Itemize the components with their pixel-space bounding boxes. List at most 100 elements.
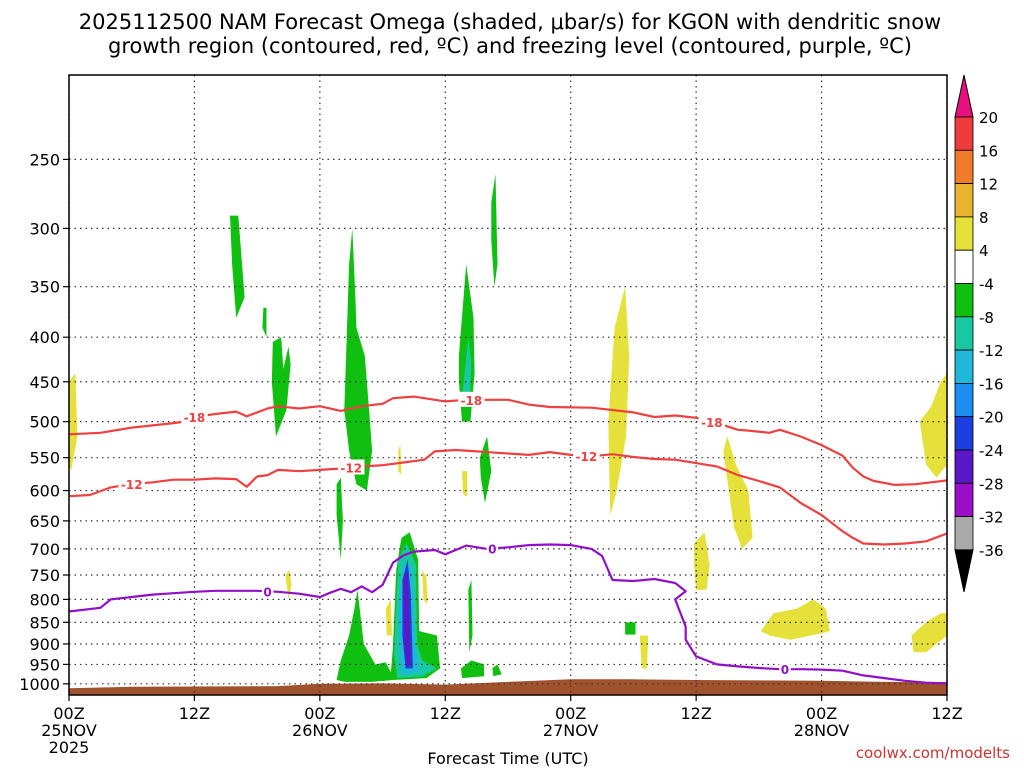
omega-area-19 <box>285 569 292 600</box>
omega-area-28 <box>760 599 830 640</box>
terrain-fill <box>69 679 947 695</box>
contour-label-1-1: -12 <box>340 462 362 476</box>
x-tick-label-0: 00Z <box>53 704 84 723</box>
colorbar-top-arrow <box>954 74 974 118</box>
chart-title-line1: 2025112500 NAM Forecast Omega (shaded, μ… <box>79 10 941 34</box>
x-tick-label-12: 12Z <box>179 704 210 723</box>
x-tick-label-84: 12Z <box>931 704 962 723</box>
colorbar-label-1: 16 <box>979 142 998 160</box>
x-tick-date-48: 27NOV <box>543 721 599 740</box>
contour-line-1 <box>68 448 948 546</box>
colorbar: 20 16 12 8 4 -4 -8 -12 -16 -20 -24 -28 -32 -36 <box>954 74 1004 593</box>
contour-lines: -18 -18 -18 -12 -12 -12 0 0 0 <box>68 391 948 685</box>
omega-area-25 <box>694 532 710 590</box>
contour-label-bg-1-2 <box>573 447 600 463</box>
colorbar-swatch-5 <box>954 283 974 318</box>
contour-label-0-1: -18 <box>461 394 483 408</box>
omega-area-20 <box>385 599 392 636</box>
chart-title-line2: growth region (contoured, red, ºC) and f… <box>108 34 912 58</box>
omega-area-16 <box>403 569 411 667</box>
omega-area-21 <box>422 569 428 605</box>
colorbar-swatch-3 <box>954 216 974 251</box>
colorbar-swatch-8 <box>954 382 974 418</box>
contour-label-0-2: -18 <box>701 416 723 430</box>
omega-area-29 <box>911 613 947 653</box>
colorbar-label-7: -12 <box>979 342 1004 360</box>
y-tick-label-700: 700 <box>29 540 60 559</box>
colorbar-swatch-0 <box>954 116 974 151</box>
grid-lines <box>68 75 948 695</box>
omega-area-10 <box>492 664 502 677</box>
omega-area-24 <box>608 286 630 515</box>
colorbar-label-11: -28 <box>979 475 1004 493</box>
contour-label-1-2: -12 <box>576 450 598 464</box>
x-tick-date-0: 25NOV <box>41 721 97 740</box>
contour-label-0-0: -18 <box>184 411 206 425</box>
y-tick-label-250: 250 <box>29 150 60 169</box>
y-tick-label-550: 550 <box>29 449 60 468</box>
omega-area-18 <box>69 373 78 472</box>
terrain-area <box>69 679 947 695</box>
colorbar-swatch-12 <box>954 516 974 551</box>
y-tick-label-800: 800 <box>29 590 60 609</box>
x-tick-date-24: 26NOV <box>292 721 348 740</box>
colorbar-label-13: -36 <box>979 542 1004 560</box>
colorbar-label-10: -24 <box>979 442 1004 460</box>
omega-area-30 <box>919 373 947 478</box>
omega-area-4 <box>343 228 373 491</box>
contour-label-bg-0-0 <box>181 409 208 425</box>
omega-area-22 <box>398 443 402 475</box>
omega-area-8 <box>461 660 484 679</box>
x-tick-label-60: 12Z <box>680 704 711 723</box>
y-tick-label-950: 950 <box>29 655 60 674</box>
omega-area-0 <box>230 215 245 318</box>
omega-area-27 <box>639 635 649 669</box>
omega-shading <box>69 174 947 682</box>
omega-area-17 <box>462 337 472 407</box>
colorbar-label-2: 12 <box>979 176 998 194</box>
x-tick-year-0: 2025 <box>49 738 90 757</box>
omega-area-23 <box>462 471 468 497</box>
y-tick-label-600: 600 <box>29 482 60 501</box>
y-tick-label-650: 650 <box>29 512 60 531</box>
x-tick-label-24: 00Z <box>304 704 335 723</box>
colorbar-label-4: 4 <box>979 242 989 260</box>
colorbar-swatch-2 <box>954 183 974 218</box>
y-tick-label-300: 300 <box>29 219 60 238</box>
x-tick-label-36: 12Z <box>430 704 461 723</box>
contour-label-bg-2-1 <box>486 540 499 556</box>
y-tick-label-900: 900 <box>29 635 60 654</box>
x-tick-date-72: 28NOV <box>794 721 850 740</box>
contour-label-bg-2-2 <box>779 661 791 677</box>
colorbar-label-6: -8 <box>979 309 994 327</box>
colorbar-swatch-1 <box>954 149 974 185</box>
colorbar-swatch-11 <box>954 482 974 517</box>
contour-label-2-0: 0 <box>263 585 271 599</box>
omega-area-11 <box>625 622 636 635</box>
colorbar-swatch-6 <box>954 316 974 351</box>
y-tick-label-400: 400 <box>29 328 60 347</box>
colorbar-label-12: -32 <box>979 509 1004 527</box>
y-tick-label-750: 750 <box>29 566 60 585</box>
colorbar-label-5: -4 <box>979 276 994 294</box>
omega-area-3 <box>336 477 343 560</box>
contour-line-0 <box>68 395 948 486</box>
y-tick-label-350: 350 <box>29 278 60 297</box>
x-tick-label-48: 00Z <box>555 704 586 723</box>
colorbar-swatch-4 <box>954 249 974 284</box>
contour-line-2 <box>68 543 948 685</box>
contour-label-bg-1-0 <box>118 476 145 492</box>
contour-label-bg-2-0 <box>261 583 274 599</box>
omega-area-1 <box>262 307 267 338</box>
contour-label-2-2: 0 <box>781 663 789 677</box>
omega-area-2 <box>271 337 291 437</box>
omega-area-6 <box>491 174 498 287</box>
contour-label-bg-0-2 <box>698 413 726 429</box>
y-tick-label-450: 450 <box>29 373 60 392</box>
y-tick-label-1000: 1000 <box>19 675 60 694</box>
colorbar-label-8: -16 <box>979 375 1004 393</box>
colorbar-bottom-arrow <box>954 549 974 593</box>
credit-text: coolwx.com/modelts <box>856 744 1010 762</box>
y-tick-label-850: 850 <box>29 613 60 632</box>
